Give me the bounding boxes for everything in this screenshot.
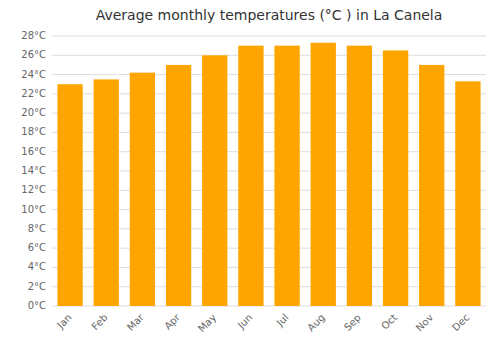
bar [130,73,155,306]
x-tick-label: Apr [162,311,183,332]
x-tick-label: Jul [274,312,291,329]
y-tick-label: 22°C [21,88,46,99]
x-tick-label: Dec [450,312,471,333]
bar [274,46,299,306]
y-tick-label: 2°C [28,281,46,292]
x-tick-label: May [196,312,218,334]
grid [52,36,486,306]
x-tick-label: Nov [414,312,436,334]
y-tick-label: 20°C [21,107,46,118]
x-tick-label: Jun [235,312,255,332]
y-tick-label: 0°C [28,300,46,311]
y-tick-label: 14°C [21,165,46,176]
y-tick-label: 26°C [21,49,46,60]
bar [419,65,444,306]
bar [238,46,263,306]
y-tick-label: 16°C [21,146,46,157]
x-tick-label: Sep [342,312,363,333]
bar [94,79,119,306]
y-tick-label: 24°C [21,69,46,80]
chart: Average monthly temperatures (°C ) in La… [0,0,500,350]
y-tick-label: 8°C [28,223,46,234]
x-tick-label: Feb [89,312,109,332]
grid-line [52,36,486,37]
bar [383,50,408,306]
title: Average monthly temperatures (°C ) in La… [96,7,443,23]
x-tick-label: Oct [379,312,399,332]
bar [202,55,227,306]
x-tick-label: Aug [305,312,327,334]
bars [57,43,480,306]
y-tick-label: 6°C [28,242,46,253]
bar [166,65,191,306]
y-tick-label: 18°C [21,126,46,137]
bar [347,46,372,306]
y-tick-label: 12°C [21,184,46,195]
y-tick-label: 28°C [21,30,46,41]
bar [455,81,480,306]
x-tick-label: Mar [125,311,147,333]
y-tick-label: 10°C [21,204,46,215]
y-tick-label: 4°C [28,261,46,272]
x-tick-label: Jan [54,312,73,331]
grid-line [52,55,486,56]
bar [311,43,336,306]
y-axis: 0°C 2°C 4°C 6°C 8°C 10°C 12°C 14°C 16°C 18°C 20°C 2… [21,30,46,311]
x-axis: Jan Feb Mar Apr May Jun Jul Aug Sep Oct Nov Dec [54,311,471,334]
bar [57,84,82,306]
